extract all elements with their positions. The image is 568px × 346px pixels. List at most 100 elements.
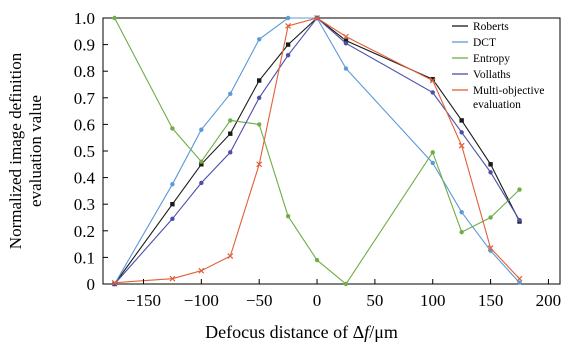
data-point: [256, 37, 262, 42]
data-point: [285, 213, 291, 219]
y-tick-label: 0.7: [74, 89, 96, 108]
data-point: [343, 38, 349, 43]
data-point: [256, 78, 262, 83]
x-tick-label: 0: [313, 291, 322, 310]
data-point: [285, 42, 291, 47]
x-tick-label: 100: [420, 291, 446, 310]
data-point: [517, 217, 522, 223]
data-point: [228, 91, 233, 97]
series-dct: [112, 15, 522, 287]
data-point: [111, 279, 118, 286]
series-line: [114, 17, 520, 285]
series-roberts: [112, 15, 522, 287]
x-tick-label: 150: [478, 291, 504, 310]
y-tick-label: 0.1: [74, 248, 95, 267]
legend-item: Multi-objective evaluation: [452, 85, 545, 111]
y-axis-label-line1: Normalized image definition: [6, 52, 25, 249]
data-point: [285, 53, 291, 58]
data-point: [170, 182, 175, 187]
y-tick-label: 0.9: [74, 36, 95, 55]
y-tick-label: 0.4: [74, 169, 96, 188]
legend-label: Vollaths: [473, 69, 511, 81]
legend-item: Vollaths: [452, 69, 511, 81]
x-axis-label-suffix: /μm: [369, 322, 398, 342]
data-point: [516, 275, 523, 282]
data-point: [487, 245, 494, 252]
data-point: [459, 118, 464, 123]
legend-label: evaluation: [473, 99, 521, 111]
x-tick-label: 50: [366, 291, 383, 310]
series-line: [114, 17, 520, 285]
data-point: [343, 281, 349, 287]
x-axis-label-prefix: Defocus distance of Δ: [205, 322, 364, 342]
x-tick-label: −100: [184, 291, 219, 310]
data-point: [459, 229, 464, 235]
data-point: [112, 15, 117, 21]
series-layer: [111, 15, 523, 287]
data-point: [430, 76, 435, 82]
data-point: [285, 15, 291, 21]
x-tick-label: −150: [126, 291, 161, 310]
data-point: [169, 275, 176, 282]
legend-label: Roberts: [473, 21, 509, 33]
data-point: [199, 159, 204, 164]
series-multi-objective-evaluation: [111, 15, 523, 286]
data-point: [343, 41, 349, 46]
y-tick-label: 0.3: [74, 195, 95, 214]
axis-ticks: −150 −100 −50 0 50 100 150 200 0 0.1 0.2 0.3 0.4 0.5 0…: [74, 9, 561, 310]
data-point: [458, 142, 465, 149]
data-point: [488, 170, 493, 175]
data-point: [228, 118, 233, 123]
x-tick-label: 200: [536, 291, 562, 310]
data-point: [256, 95, 262, 101]
data-point: [430, 150, 435, 155]
data-point: [170, 126, 175, 131]
data-point: [198, 267, 205, 274]
data-point: [459, 130, 464, 135]
y-tick-label: 1.0: [74, 9, 95, 28]
series-line: [114, 17, 520, 285]
data-point: [285, 23, 292, 29]
data-point: [256, 161, 263, 168]
data-point: [430, 160, 435, 166]
y-tick-label: 0.8: [74, 62, 95, 81]
x-axis-label: Defocus distance of Δf/μm: [205, 322, 398, 342]
data-point: [343, 66, 349, 71]
series-entropy: [112, 15, 522, 287]
series-line: [114, 17, 520, 284]
data-point: [430, 90, 435, 95]
data-point: [227, 253, 234, 259]
data-point: [199, 162, 204, 167]
legend-label: DCT: [473, 37, 496, 49]
legend-label: Entropy: [473, 53, 510, 65]
data-point: [517, 280, 522, 285]
y-tick-label: 0: [87, 275, 96, 294]
data-point: [314, 15, 320, 21]
x-axis-label-variable: f: [364, 322, 372, 342]
data-point: [228, 150, 233, 155]
data-point: [343, 33, 349, 40]
data-point: [228, 131, 233, 136]
legend-item: Roberts: [452, 21, 509, 33]
y-tick-label: 0.5: [74, 142, 95, 161]
data-point: [517, 187, 522, 192]
data-point: [199, 180, 204, 186]
legend: Roberts DCT Entropy Vollaths Multi-objective…: [452, 21, 545, 111]
series-line: [114, 17, 520, 285]
data-point: [429, 77, 436, 84]
data-point: [170, 202, 175, 207]
y-tick-label: 0.2: [74, 222, 95, 241]
data-point: [170, 216, 175, 222]
y-tick-label: 0.6: [74, 115, 95, 134]
legend-item: Entropy: [452, 53, 510, 65]
x-tick-label: −50: [246, 291, 273, 310]
y-axis-label-line2: evaluation value: [26, 95, 45, 207]
data-point: [199, 127, 204, 132]
data-point: [314, 257, 320, 263]
legend-item: DCT: [452, 37, 496, 49]
series-vollaths: [112, 15, 522, 287]
data-point: [256, 122, 262, 127]
data-point: [459, 209, 464, 215]
data-point: [488, 215, 493, 220]
